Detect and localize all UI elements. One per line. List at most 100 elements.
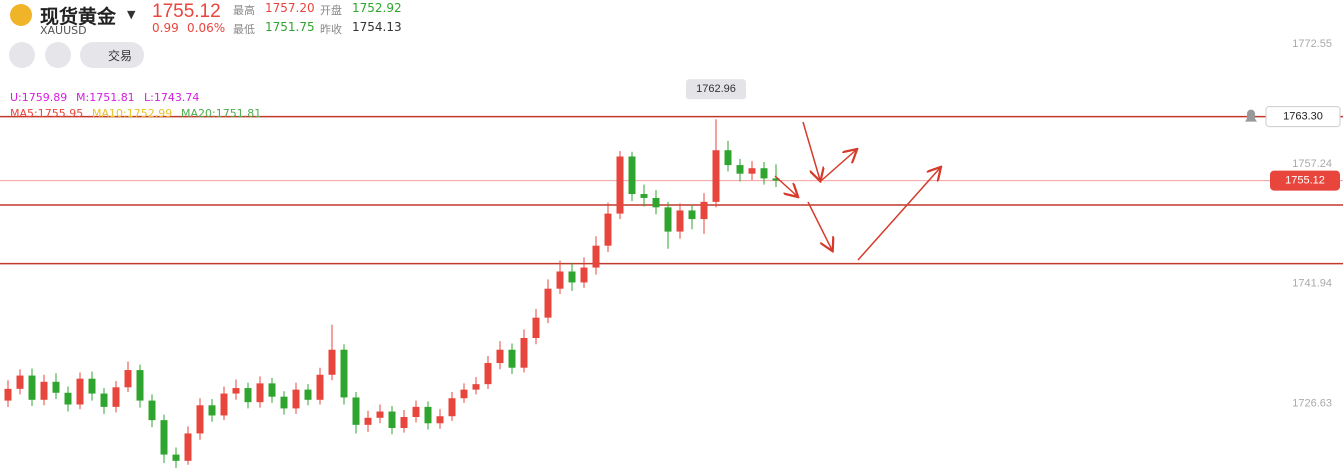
candle-body xyxy=(172,454,180,461)
change-pct: 0.06% xyxy=(187,21,226,35)
candle-body xyxy=(568,271,576,283)
candle-body xyxy=(316,374,324,400)
candle-body xyxy=(580,267,588,283)
candle-body xyxy=(424,406,432,424)
candle-body xyxy=(760,168,768,179)
candle-body xyxy=(544,288,552,318)
candle-body xyxy=(712,150,720,202)
dropdown-caret[interactable]: ▼ xyxy=(127,8,136,21)
alert-bell xyxy=(1245,109,1257,122)
candle-body xyxy=(352,397,360,425)
stat-value: 1754.13 xyxy=(352,20,402,34)
candle-body xyxy=(76,378,84,405)
boll-lower: L:1743.74 xyxy=(144,91,200,104)
candle-body xyxy=(592,245,600,268)
candle-body xyxy=(184,433,192,461)
candle-body xyxy=(448,398,456,417)
candle-body xyxy=(364,417,372,425)
candle-body xyxy=(280,396,288,409)
candle-body xyxy=(136,370,144,401)
candle-body xyxy=(220,393,228,416)
candle-body xyxy=(748,168,756,174)
candle-body xyxy=(472,384,480,390)
stat-label: 最低 xyxy=(233,23,255,36)
candle-body xyxy=(628,156,636,195)
candle-body xyxy=(196,405,204,434)
candle-body xyxy=(376,411,384,418)
y-tick-label: 1726.63 xyxy=(1292,397,1332,409)
stat-label: 开盘 xyxy=(320,4,342,17)
resistance-tag xyxy=(1265,106,1341,128)
candle-body xyxy=(676,210,684,232)
candle-body xyxy=(532,317,540,338)
gold-icon xyxy=(10,4,32,26)
annotation-arrows xyxy=(774,121,940,261)
candle-body xyxy=(688,210,696,220)
candle-body xyxy=(88,378,96,394)
candle-body xyxy=(616,156,624,214)
candle-body xyxy=(412,406,420,418)
candle-body xyxy=(460,389,468,399)
candle-body xyxy=(148,400,156,421)
trade-button[interactable]: 交易 xyxy=(80,42,144,68)
boll-upper: U:1759.89 xyxy=(10,91,68,104)
ma5: MA5:1755.95 xyxy=(10,107,84,120)
y-tick-label: 1757.24 xyxy=(1292,158,1332,170)
candle-body xyxy=(160,420,168,455)
candle-body xyxy=(52,381,60,393)
last-price-tag xyxy=(1270,170,1340,191)
candle-body xyxy=(124,370,132,388)
candle-body xyxy=(724,150,732,166)
candle-body xyxy=(700,201,708,220)
candle-body xyxy=(268,383,276,397)
candle-body xyxy=(772,178,780,181)
high-callout: 1762.96 xyxy=(696,83,736,95)
candle-body xyxy=(556,271,564,289)
change: 0.99 xyxy=(152,21,179,35)
candle-body xyxy=(436,416,444,424)
candle-body xyxy=(328,349,336,375)
candle-body xyxy=(508,349,516,368)
candle-body xyxy=(520,337,528,368)
stat-label: 最高 xyxy=(233,4,255,17)
instrument-name[interactable]: 现货黄金 xyxy=(40,6,117,28)
candle-body xyxy=(64,392,72,405)
y-tick-label: 1772.55 xyxy=(1292,38,1332,50)
candle-body xyxy=(640,194,648,198)
ma10: MA10:1752.99 xyxy=(92,107,173,120)
favorite-button[interactable] xyxy=(45,42,71,68)
y-tick-label: 1741.94 xyxy=(1292,278,1332,290)
candle-body xyxy=(400,417,408,428)
candle-body xyxy=(112,387,120,407)
high-callout-box xyxy=(686,79,746,100)
alert-button[interactable] xyxy=(9,42,35,68)
candle-body xyxy=(664,207,672,232)
stat-value: 1751.75 xyxy=(265,20,315,34)
candle-body xyxy=(604,213,612,246)
candle-body xyxy=(100,393,108,407)
price: 1755.12 xyxy=(152,1,221,22)
candle-body xyxy=(652,197,660,208)
candle-body xyxy=(4,388,12,401)
candle-body xyxy=(736,165,744,174)
candle-body xyxy=(256,383,264,403)
candle-body xyxy=(340,349,348,398)
stat-label: 昨收 xyxy=(320,23,342,36)
boll-mid: M:1751.81 xyxy=(76,91,135,104)
resistance-label: 1763.30 xyxy=(1283,110,1323,122)
symbol: XAUUSD xyxy=(40,24,87,37)
candle-body xyxy=(388,411,396,428)
candle-body xyxy=(40,381,48,400)
candle-body xyxy=(484,363,492,385)
ma20: MA20:1751.81 xyxy=(181,107,262,120)
candle-body xyxy=(304,389,312,400)
trade-label: 交易 xyxy=(108,49,133,63)
stat-value: 1757.20 xyxy=(265,1,315,15)
candle-body xyxy=(16,375,24,389)
candle-body xyxy=(292,389,300,409)
candle-body xyxy=(208,405,216,416)
candle-body xyxy=(244,388,252,403)
candle-body xyxy=(28,375,36,400)
